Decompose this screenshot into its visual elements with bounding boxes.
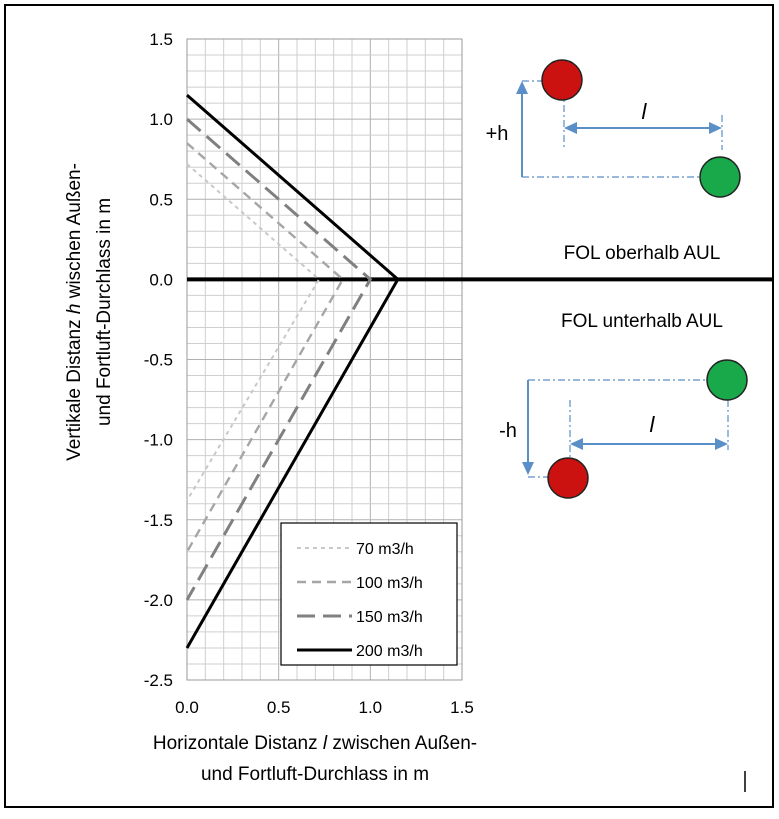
exhaust-outlet-circle <box>699 156 741 198</box>
legend-box <box>280 522 458 666</box>
x-tick-label: 1.0 <box>359 698 383 717</box>
upper-h-arrowhead <box>516 81 528 94</box>
y-tick-label: 0.0 <box>149 270 173 289</box>
x-axis-label-line-2: und Fortluft-Durchlass in m <box>201 764 429 785</box>
lower-caption: FOL unterhalb AUL <box>561 311 723 332</box>
y-tick-label: 1.5 <box>149 30 173 49</box>
y-tick-label: 1.0 <box>149 110 173 129</box>
x-tick-label: 1.5 <box>450 698 474 717</box>
series-line-1 <box>185 142 345 553</box>
series-line-3 <box>185 93 400 649</box>
y-tick-label: -0.5 <box>144 351 173 370</box>
plot-area-border <box>186 38 463 681</box>
y-tick-labels: 1.5 1.0 0.5 0.0 -0.5 -1.0 -1.5 -2.0 -2.5 <box>144 30 173 690</box>
upper-l-arrowhead-right <box>709 122 722 134</box>
supply-inlet-circle-lower <box>547 457 589 499</box>
series-lines <box>185 93 400 649</box>
y-axis-label: Vertikale Distanz h wischen Außen- und F… <box>64 163 115 461</box>
legend-label-0: 70 m3/h <box>356 541 414 558</box>
lower-h-label: -h <box>499 420 517 442</box>
y-axis-label-line-2: und Fortluft-Durchlass in m <box>94 198 115 426</box>
y-tick-label: -1.0 <box>144 431 173 450</box>
series-line-0 <box>186 163 321 502</box>
legend-label-1: 100 m3/h <box>356 575 423 592</box>
legend: 70 m3/h 100 m3/h 150 m3/h 200 m3/h <box>280 522 458 666</box>
figure-border <box>4 4 774 808</box>
legend-label-2: 150 m3/h <box>356 609 423 626</box>
upper-caption: FOL oberhalb AUL <box>564 243 721 264</box>
x-tick-label: 0.0 <box>175 698 199 717</box>
diagram-upper: +h l FOL oberhalb AUL <box>486 59 741 264</box>
y-axis-label-line-1: Vertikale Distanz h wischen Außen- <box>64 163 85 461</box>
y-tick-label: -2.0 <box>144 591 173 610</box>
lower-l-arrowhead-right <box>715 438 728 450</box>
supply-inlet-circle <box>541 59 583 101</box>
upper-l-arrowhead-left <box>564 122 577 134</box>
upper-h-label: +h <box>486 123 509 145</box>
diagram-lower: FOL unterhalb AUL -h l <box>499 311 748 499</box>
y-tick-label: 0.5 <box>149 190 173 209</box>
x-tick-labels: 0.0 0.5 1.0 1.5 <box>175 698 474 717</box>
lower-h-arrowhead <box>522 462 534 475</box>
x-tick-label: 0.5 <box>267 698 291 717</box>
lower-l-label: l <box>650 412 656 437</box>
series-line-2 <box>185 117 373 601</box>
x-axis-label: Horizontale Distanz l zwischen Außen- un… <box>153 733 477 785</box>
x-axis-label-line-1: Horizontale Distanz l zwischen Außen- <box>153 733 477 754</box>
y-tick-label: -1.5 <box>144 511 173 530</box>
legend-label-3: 200 m3/h <box>356 643 423 660</box>
exhaust-outlet-circle-lower <box>706 359 748 401</box>
upper-l-label: l <box>642 99 648 124</box>
lower-l-arrowhead-left <box>570 438 583 450</box>
y-tick-label: -2.5 <box>144 671 173 690</box>
